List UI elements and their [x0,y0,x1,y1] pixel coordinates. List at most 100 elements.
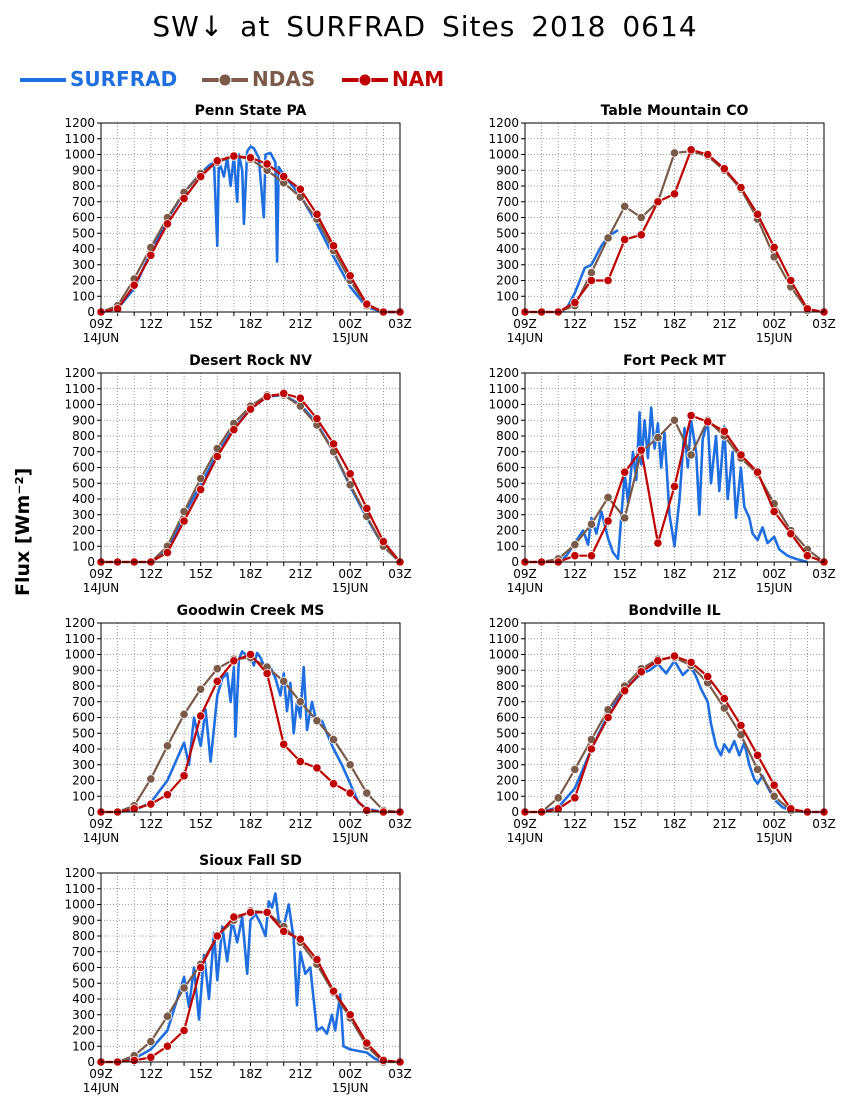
x-tick-sublabel: 14JUN [507,581,544,595]
data-point-nam [586,744,597,754]
data-point-nam [769,780,779,790]
series-line-surfrad [117,892,384,1064]
data-point-nam [196,711,206,721]
data-point-ndas [345,760,355,770]
data-point-ndas [146,1036,156,1047]
data-point-nam [229,912,239,922]
y-tick-label: 1200 [64,116,95,130]
data-point-nam [719,164,729,174]
x-tick-label: 12Z [139,567,163,581]
x-tick-label: 18Z [239,317,263,331]
x-tick-label: 15Z [613,567,637,581]
x-tick-label: 00Z [338,1067,362,1081]
data-point-nam [345,1010,355,1020]
x-tick-sublabel: 15JUN [756,331,793,345]
x-tick-label: 21Z [713,317,737,331]
plot-frame [100,372,401,563]
x-tick-sublabel: 15JUN [332,1081,369,1095]
y-tick-label: 500 [72,226,95,240]
x-tick-label: 00Z [762,317,786,331]
y-tick-label: 900 [72,163,95,177]
data-point-ndas [570,764,580,775]
data-point-nam [229,656,239,666]
y-tick-label: 900 [496,663,519,677]
y-tick-label: 700 [496,445,519,459]
legend-label-ndas: NDAS [252,67,316,91]
legend-swatch-surfrad [20,78,66,82]
data-point-nam [603,516,613,526]
data-point-nam [179,516,189,526]
chart-title: Penn State PA [195,103,307,119]
x-tick-sublabel: 14JUN [83,331,120,345]
data-point-nam [262,668,272,679]
data-point-nam [295,393,305,403]
data-point-ndas [586,268,597,278]
data-point-ndas [295,697,305,707]
y-tick-label: 1100 [488,132,519,146]
data-point-nam [553,804,563,814]
data-point-nam [345,788,355,798]
y-tick-label: 400 [496,242,519,256]
y-tick-label: 1000 [64,148,95,162]
y-tick-label: 0 [511,555,519,569]
y-tick-label: 300 [496,508,519,522]
x-tick-label: 03Z [388,567,412,581]
y-tick-label: 1100 [64,132,95,146]
x-tick-label: 15Z [189,1067,213,1081]
y-tick-label: 300 [496,258,519,272]
data-point-nam [378,1055,388,1066]
data-point-ndas [719,703,729,713]
y-tick-label: 1000 [64,398,95,412]
data-point-nam [245,907,256,917]
x-tick-label: 15Z [189,817,213,831]
data-point-nam [146,799,156,809]
y-tick-label: 300 [72,1008,95,1022]
y-tick-label: 0 [511,805,519,819]
plot-area [101,373,400,562]
data-point-ndas [620,513,630,523]
x-tick-label: 18Z [239,1067,263,1081]
y-tick-label: 700 [496,195,519,209]
y-tick-label: 100 [72,289,95,303]
data-point-nam [179,194,189,204]
data-point-nam [229,151,239,161]
chart-title: Fort Peck MT [623,353,726,369]
data-point-nam [603,275,613,286]
legend-swatch-nam [342,73,388,87]
x-tick-sublabel: 14JUN [83,831,120,845]
y-tick-label: 300 [496,758,519,772]
legend-item-surfrad: SURFRAD [18,66,177,94]
data-point-nam [245,153,256,163]
data-point-nam [703,671,713,682]
data-point-nam [162,1041,173,1051]
x-tick-sublabel: 15JUN [756,581,793,595]
chart-panel-5: Goodwin Creek MS010020030040050060070080… [64,603,411,845]
y-tick-label: 100 [496,789,519,803]
y-tick-label: 100 [72,789,95,803]
data-point-ndas [636,212,646,223]
y-tick-label: 0 [87,305,95,319]
data-point-ndas [669,148,680,158]
data-point-ndas [752,764,763,775]
y-tick-label: 800 [72,679,95,693]
data-point-nam [245,649,256,660]
data-point-nam [295,184,305,194]
x-tick-sublabel: 15JUN [332,831,369,845]
data-point-nam [345,271,355,281]
data-point-nam [378,536,388,547]
x-tick-label: 21Z [713,567,737,581]
y-tick-label: 1000 [64,648,95,662]
x-tick-label: 03Z [388,817,412,831]
data-point-ndas [620,201,630,212]
y-tick-label: 800 [72,929,95,943]
data-point-nam [703,417,713,427]
data-point-ndas [162,1011,173,1021]
data-point-nam [328,439,339,449]
y-tick-label: 300 [72,758,95,772]
data-point-nam [262,907,272,917]
data-point-nam [620,234,630,245]
data-point-nam [162,219,173,229]
data-point-nam [312,955,322,965]
x-tick-sublabel: 15JUN [332,331,369,345]
data-point-nam [113,304,123,314]
